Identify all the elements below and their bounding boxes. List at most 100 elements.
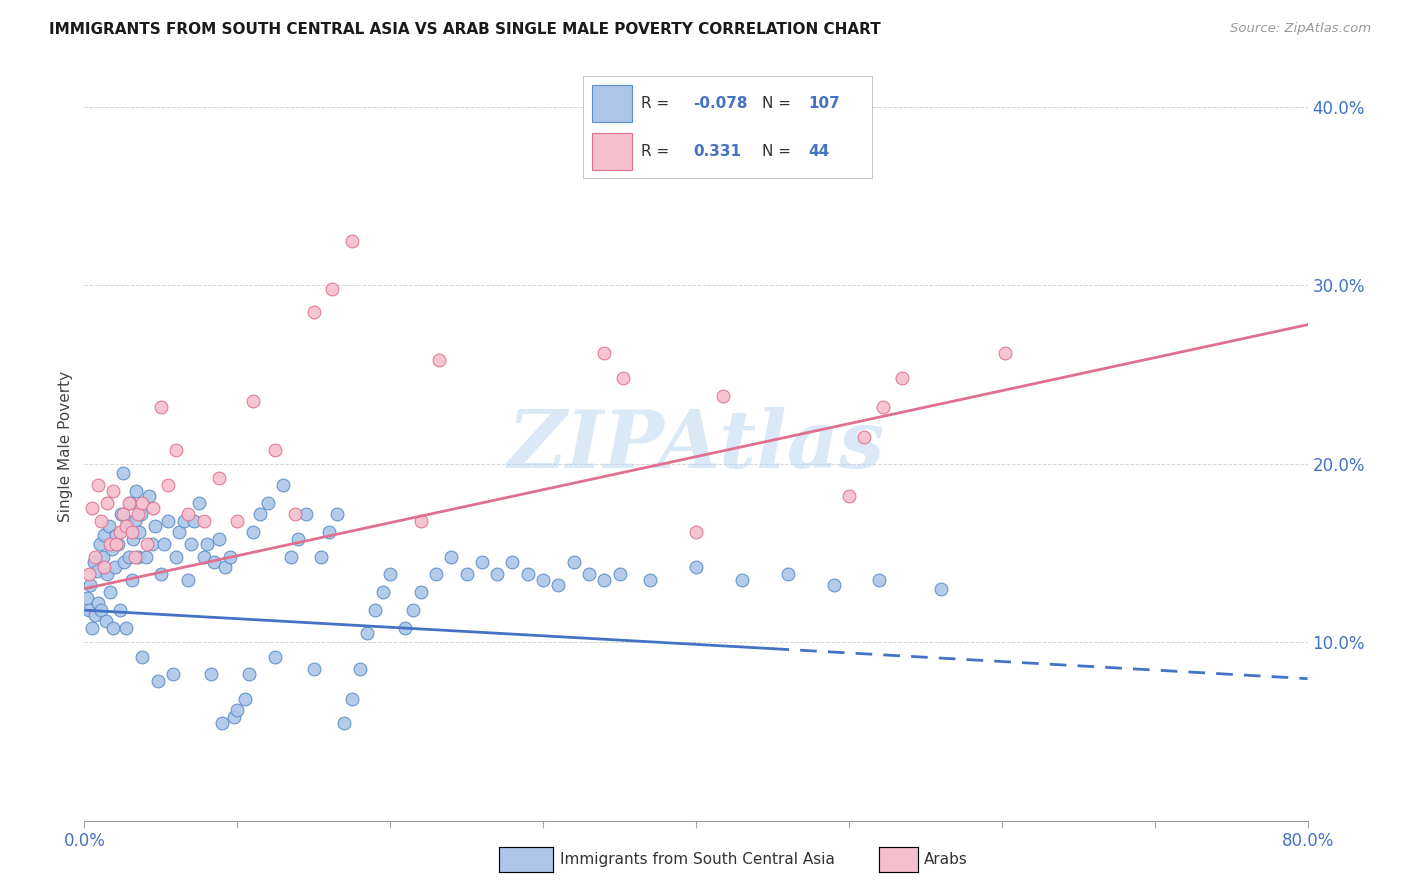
Point — [157, 478, 180, 492]
Point — [93, 560, 115, 574]
Text: 0.331: 0.331 — [693, 145, 741, 160]
Point — [98, 585, 121, 599]
Point — [214, 560, 236, 574]
Point — [141, 537, 163, 551]
Point — [531, 573, 554, 587]
Text: Immigrants from South Central Asia: Immigrants from South Central Asia — [560, 853, 835, 867]
Point — [193, 549, 215, 564]
Point — [115, 514, 138, 528]
Point — [173, 514, 195, 528]
Point — [713, 389, 735, 403]
Point — [114, 519, 136, 533]
Point — [142, 501, 165, 516]
Text: -0.078: -0.078 — [693, 96, 748, 111]
Point — [349, 662, 371, 676]
Point — [593, 346, 616, 360]
Point — [91, 549, 114, 564]
Point — [79, 578, 101, 592]
Text: R =: R = — [641, 96, 669, 111]
Point — [233, 692, 256, 706]
Point — [131, 496, 153, 510]
Point — [823, 578, 845, 592]
Point — [129, 507, 152, 521]
Point — [165, 549, 187, 564]
Point — [208, 471, 231, 485]
Point — [318, 524, 340, 539]
Point — [87, 478, 110, 492]
Point — [111, 466, 134, 480]
Point — [242, 394, 264, 409]
Point — [127, 549, 149, 564]
Point — [124, 514, 146, 528]
Point — [929, 582, 952, 596]
Point — [242, 524, 264, 539]
Point — [131, 649, 153, 664]
Point — [96, 567, 118, 582]
Point — [295, 507, 318, 521]
Point — [122, 532, 145, 546]
Point — [86, 564, 108, 578]
Point — [340, 234, 363, 248]
Point — [872, 400, 894, 414]
Point — [380, 567, 402, 582]
Text: 107: 107 — [808, 96, 839, 111]
Point — [638, 573, 661, 587]
Point — [118, 549, 141, 564]
Point — [226, 514, 249, 528]
Point — [226, 703, 249, 717]
Point — [77, 567, 100, 582]
Point — [325, 507, 347, 521]
Point — [121, 524, 143, 539]
Point — [853, 430, 876, 444]
Point — [84, 608, 107, 623]
Point — [114, 621, 136, 635]
Point — [87, 596, 110, 610]
Point — [105, 528, 128, 542]
Point — [94, 614, 117, 628]
Point — [685, 524, 707, 539]
Point — [77, 603, 100, 617]
Point — [83, 555, 105, 569]
Point — [486, 567, 509, 582]
Point — [311, 549, 333, 564]
Text: N =: N = — [762, 96, 792, 111]
Point — [103, 483, 125, 498]
Point — [302, 305, 325, 319]
Point — [93, 528, 115, 542]
Point — [108, 603, 131, 617]
Point — [90, 603, 112, 617]
Point — [302, 662, 325, 676]
Point — [153, 537, 176, 551]
Point — [97, 519, 120, 533]
Point — [502, 555, 524, 569]
Point — [136, 537, 159, 551]
Point — [177, 507, 200, 521]
Y-axis label: Single Male Poverty: Single Male Poverty — [58, 370, 73, 522]
Point — [127, 507, 149, 521]
Point — [104, 560, 127, 574]
Point — [891, 371, 914, 385]
Point — [76, 591, 98, 605]
Point — [776, 567, 799, 582]
Point — [425, 567, 447, 582]
Point — [98, 537, 121, 551]
Point — [202, 555, 225, 569]
Point — [371, 585, 394, 599]
Point — [118, 496, 141, 510]
Point — [218, 549, 240, 564]
Point — [80, 621, 103, 635]
Point — [409, 585, 432, 599]
Point — [162, 667, 184, 681]
Point — [427, 353, 450, 368]
Text: 44: 44 — [808, 145, 830, 160]
Point — [471, 555, 494, 569]
Point — [562, 555, 585, 569]
Text: R =: R = — [641, 145, 669, 160]
Bar — [592, 85, 633, 122]
Point — [180, 537, 202, 551]
Point — [124, 549, 146, 564]
Point — [340, 692, 363, 706]
Point — [149, 567, 172, 582]
Point — [121, 573, 143, 587]
Point — [838, 489, 860, 503]
